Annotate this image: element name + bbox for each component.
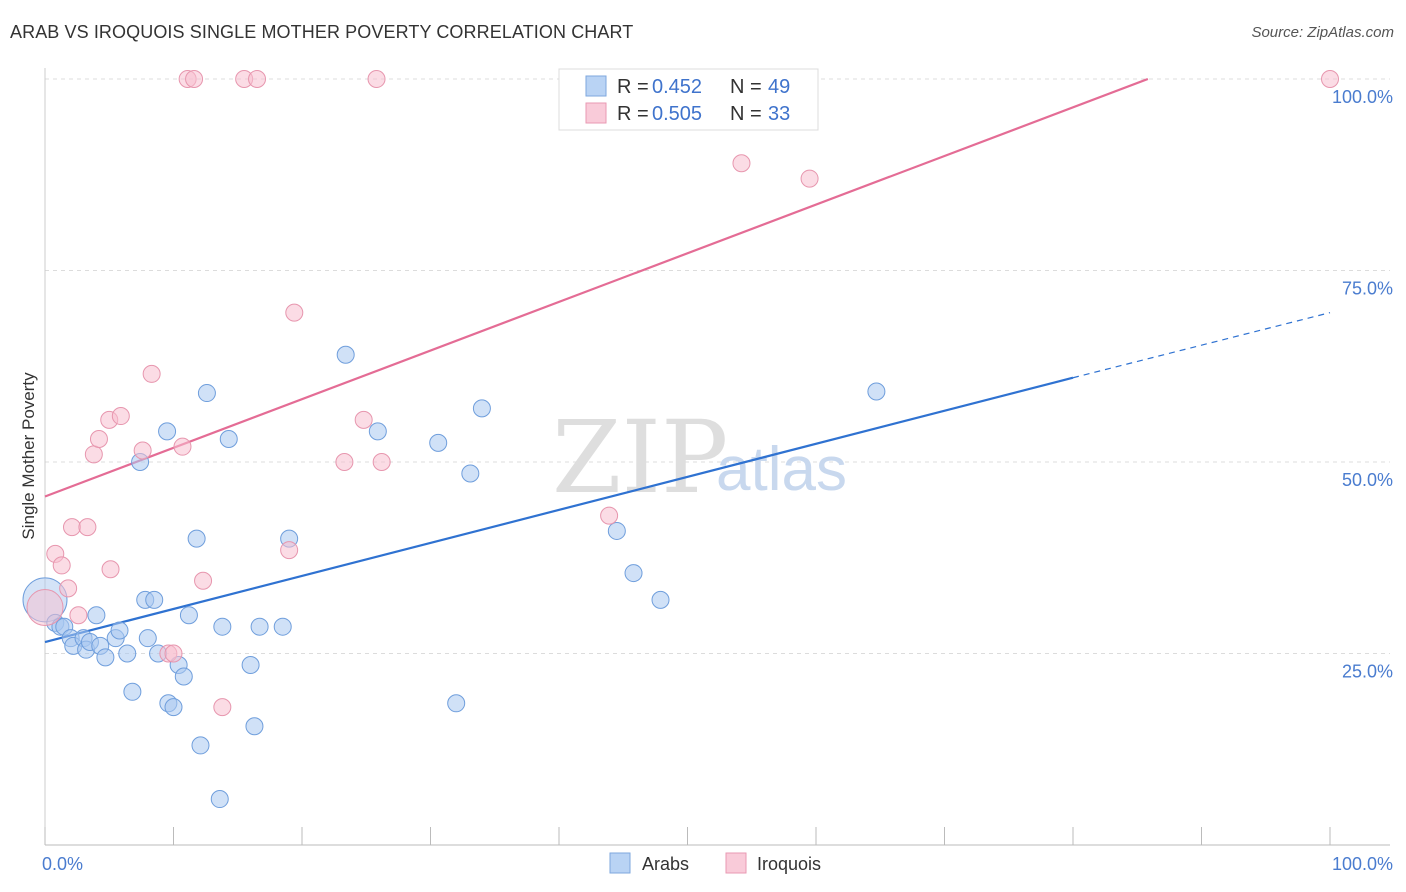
point-arabs xyxy=(429,433,448,452)
trend-extension-arabs xyxy=(1072,312,1331,379)
point-arabs xyxy=(368,422,387,441)
trend-line-iroquois xyxy=(44,77,1149,498)
y-tick-label: 100.0% xyxy=(1332,87,1393,107)
y-tick-labels: 25.0% 50.0% 75.0% 100.0% xyxy=(1332,87,1393,682)
point-iroquois xyxy=(800,169,819,188)
point-arabs xyxy=(213,617,232,636)
correlation-legend: R = 0.452 N = 49 R = 0.505 N = 33 xyxy=(558,68,819,131)
trend-line-arabs xyxy=(44,376,1074,644)
point-arabs xyxy=(273,617,292,636)
point-iroquois xyxy=(89,430,108,449)
point-iroquois xyxy=(285,303,304,322)
point-arabs xyxy=(96,648,115,667)
y-tick-label: 50.0% xyxy=(1342,470,1393,490)
chart-title: ARAB VS IROQUOIS SINGLE MOTHER POVERTY C… xyxy=(10,22,634,42)
point-arabs xyxy=(447,694,466,713)
point-iroquois xyxy=(26,589,64,627)
series-iroquois xyxy=(26,70,1339,717)
legend-r-value-arabs: 0.452 xyxy=(652,76,702,98)
point-arabs xyxy=(607,521,626,540)
grid-lines xyxy=(45,78,1390,654)
point-arabs xyxy=(164,698,183,717)
point-iroquois xyxy=(280,541,299,560)
point-iroquois xyxy=(335,453,354,471)
point-iroquois xyxy=(1321,70,1339,88)
y-tick-label: 25.0% xyxy=(1342,662,1393,682)
point-iroquois xyxy=(164,644,183,663)
series-swatch-iroquois xyxy=(725,852,747,874)
point-iroquois xyxy=(600,506,619,525)
point-arabs xyxy=(250,617,269,636)
point-iroquois xyxy=(59,579,78,598)
legend-swatch-iroquois xyxy=(585,102,607,124)
point-arabs xyxy=(174,667,193,686)
point-arabs xyxy=(138,629,157,648)
point-iroquois xyxy=(111,407,130,426)
series-label-arabs: Arabs xyxy=(642,854,689,874)
point-arabs xyxy=(867,382,886,401)
point-iroquois xyxy=(213,698,232,717)
series-arabs xyxy=(22,345,886,809)
point-iroquois xyxy=(194,571,213,590)
series-label-iroquois: Iroquois xyxy=(757,854,821,874)
legend-r-value-iroquois: 0.505 xyxy=(652,103,702,125)
watermark-zip: ZIP xyxy=(552,399,728,516)
point-iroquois xyxy=(69,606,88,625)
point-arabs xyxy=(187,529,206,548)
point-iroquois xyxy=(173,437,192,456)
point-iroquois xyxy=(101,560,120,579)
point-iroquois xyxy=(78,518,97,537)
watermark-atlas: atlas xyxy=(716,435,847,504)
point-arabs xyxy=(145,590,164,609)
legend-r-label-iroquois: R = xyxy=(617,103,649,125)
x-tick-label: 100.0% xyxy=(1332,854,1393,874)
source-label: Source: ZipAtlas.com xyxy=(1251,24,1394,41)
legend-r-label-arabs: R = xyxy=(617,76,649,98)
trend-lines xyxy=(44,77,1331,644)
legend-swatch-arabs xyxy=(585,75,607,97)
point-iroquois xyxy=(732,154,751,173)
legend-n-value-iroquois: 33 xyxy=(768,103,790,125)
point-iroquois xyxy=(62,518,81,537)
axes xyxy=(44,68,1390,846)
point-iroquois xyxy=(354,410,373,429)
point-arabs xyxy=(336,345,355,364)
point-arabs xyxy=(158,422,177,441)
point-arabs xyxy=(210,790,229,809)
point-iroquois xyxy=(372,453,391,471)
point-arabs xyxy=(118,644,137,663)
x-tick-label: 0.0% xyxy=(42,854,83,874)
point-iroquois xyxy=(185,70,204,88)
point-iroquois xyxy=(367,70,386,88)
point-arabs xyxy=(110,621,129,640)
y-tick-label: 75.0% xyxy=(1342,279,1393,299)
series-legend: Arabs Iroquois xyxy=(609,852,821,874)
series-swatch-arabs xyxy=(609,852,631,874)
point-arabs xyxy=(123,682,142,701)
point-iroquois xyxy=(52,556,71,575)
legend-n-label-arabs: N = xyxy=(730,76,762,98)
point-arabs xyxy=(241,655,260,674)
point-arabs xyxy=(87,606,106,625)
legend-n-label-iroquois: N = xyxy=(730,103,762,125)
point-arabs xyxy=(191,736,210,755)
point-arabs xyxy=(179,606,198,625)
point-arabs xyxy=(651,590,670,609)
point-iroquois xyxy=(84,445,103,464)
point-arabs xyxy=(219,430,238,449)
point-iroquois xyxy=(133,441,152,460)
y-axis-title: Single Mother Poverty xyxy=(19,372,38,540)
point-arabs xyxy=(197,384,216,403)
point-iroquois xyxy=(248,70,267,88)
point-arabs xyxy=(461,464,480,483)
x-tick-labels: 0.0% 100.0% xyxy=(42,854,1393,874)
legend-n-value-arabs: 49 xyxy=(768,76,790,98)
point-iroquois xyxy=(142,364,161,383)
data-points xyxy=(22,70,1339,809)
point-arabs xyxy=(245,717,264,736)
point-arabs xyxy=(624,564,643,583)
point-arabs xyxy=(472,399,491,418)
watermark: ZIP atlas xyxy=(552,399,847,516)
